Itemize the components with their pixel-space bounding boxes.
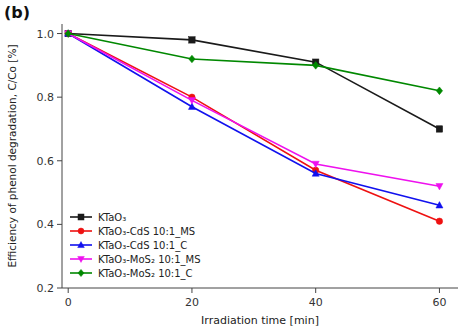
point [436, 183, 443, 189]
point [312, 170, 319, 176]
x-tick [68, 288, 69, 293]
x-tick [439, 288, 440, 293]
legend-marker [78, 256, 85, 262]
point [189, 55, 195, 63]
series-line [68, 34, 439, 129]
x-tick-label: 40 [309, 296, 323, 309]
y-tick-label: 0.6 [37, 155, 55, 168]
point [65, 30, 71, 36]
point [312, 161, 319, 167]
series-line [68, 34, 439, 206]
plot-area [65, 30, 443, 225]
legend-marker [78, 228, 84, 234]
x-tick [315, 288, 316, 293]
legend-label: KTaO₃-CdS 10:1_C [98, 240, 187, 252]
point [312, 62, 318, 70]
series-line [68, 34, 439, 222]
legend-marker [78, 269, 84, 276]
y-tick-label: 1.0 [37, 28, 55, 41]
y-axis-line [62, 24, 63, 288]
legend-label: KTaO₃ [98, 212, 126, 223]
y-tick-label: 0.2 [37, 282, 55, 295]
legend-marker [78, 242, 85, 248]
legend-marker [78, 214, 84, 220]
point [189, 37, 195, 43]
y-tick [57, 97, 62, 98]
point [188, 98, 195, 104]
legend: KTaO₃ KTaO₃-CdS 10:1_MS KTaO₃-CdS 10:1_C KT… [70, 212, 201, 280]
x-tick-label: 0 [65, 296, 72, 309]
x-axis-line [62, 288, 458, 289]
point [436, 202, 443, 208]
y-tick [57, 160, 62, 161]
y-tick [57, 33, 62, 34]
y-tick [57, 224, 62, 225]
y-tick [57, 288, 62, 289]
panel-label: (b) [4, 3, 30, 22]
point [65, 30, 71, 38]
x-tick-label: 20 [185, 296, 199, 309]
x-tick-label: 60 [432, 296, 446, 309]
series-line [68, 34, 439, 91]
y-tick-label: 0.8 [37, 91, 55, 104]
x-tick [191, 288, 192, 293]
chart: 0 20 40 60 0.2 0.4 0.6 0.8 1.0 Irradiation time [… [0, 0, 474, 332]
point [436, 87, 442, 95]
point [65, 30, 71, 36]
series-line [68, 34, 439, 187]
x-axis-label: Irradiation time [min] [201, 314, 319, 327]
y-tick-label: 0.4 [37, 218, 55, 231]
y-axis-label: Efficiency of phenol degradation, C/Co [… [6, 44, 18, 267]
point [436, 218, 442, 224]
legend-label: KTaO₃-MoS₂ 10:1_MS [98, 254, 201, 266]
legend-label: KTaO₃-MoS₂ 10:1_C [98, 268, 193, 280]
point [436, 126, 442, 132]
legend-label: KTaO₃-CdS 10:1_MS [98, 226, 195, 238]
